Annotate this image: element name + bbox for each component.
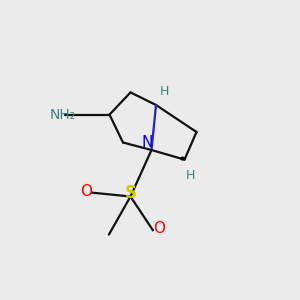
Text: NH₂: NH₂ [50, 108, 76, 122]
Text: N: N [141, 135, 153, 150]
Text: S: S [124, 184, 136, 202]
Text: H: H [186, 169, 195, 182]
Text: O: O [153, 221, 165, 236]
Text: O: O [80, 184, 92, 199]
Text: H: H [160, 85, 169, 98]
